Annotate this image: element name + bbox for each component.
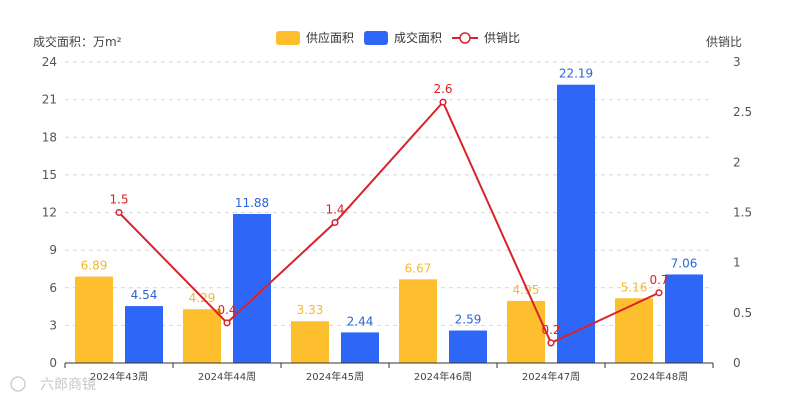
bar-supply [291, 321, 329, 363]
data-label-ratio: 1.5 [109, 193, 128, 207]
legend-swatch [364, 31, 388, 45]
data-label-supply: 6.89 [81, 259, 108, 273]
bar-deal [341, 332, 379, 363]
bar-supply [183, 309, 221, 363]
y-tick-label: 24 [42, 55, 57, 69]
legend-swatch [276, 31, 300, 45]
bar-deal [449, 330, 487, 363]
legend-label: 供销比 [484, 31, 520, 45]
legend-marker-icon [459, 32, 471, 44]
bar-supply [75, 276, 113, 363]
x-tick-label: 2024年44周 [198, 370, 256, 383]
ratio-point [223, 319, 231, 327]
x-tick-label: 2024年43周 [90, 370, 148, 383]
data-label-deal: 7.06 [671, 256, 698, 270]
ratio-line-group: 1.5 0.4 1.4 2.6 0.2 0.7 [109, 82, 669, 347]
y2-tick-label: 3 [733, 55, 741, 69]
y2-tick-label: 2 [733, 155, 741, 169]
x-axis: 2024年43周 2024年44周 2024年45周 2024年46周 2024年47周… [64, 362, 714, 383]
data-label-ratio: 0.7 [649, 273, 668, 287]
legend-item-supply[interactable]: 供应面积 [276, 30, 354, 45]
legend-item-ratio[interactable]: 供销比 [452, 31, 520, 45]
legend-label: 成交面积 [394, 30, 442, 45]
bar-supply [399, 279, 437, 363]
y2-tick-label: 1 [733, 256, 741, 270]
y-tick-label: 6 [49, 281, 57, 295]
y-tick-label: 18 [42, 130, 57, 144]
data-label-deal: 4.54 [131, 288, 158, 302]
data-label-ratio: 0.4 [217, 303, 236, 317]
y-tick-label: 15 [42, 168, 57, 182]
data-label-ratio: 0.2 [541, 323, 560, 337]
y-tick-label: 9 [49, 243, 57, 257]
bar-deal [125, 306, 163, 363]
y-tick-label: 0 [49, 356, 57, 370]
grid-lines [65, 61, 713, 326]
data-label-supply: 5.16 [621, 280, 648, 294]
y2-tick-label: 2.5 [733, 105, 752, 119]
data-label-deal: 22.19 [559, 67, 593, 81]
watermark-logo-icon [10, 376, 26, 392]
data-label-deal: 2.59 [455, 313, 482, 327]
ratio-point [439, 98, 447, 106]
ratio-point [115, 208, 123, 217]
data-label-supply: 4.95 [513, 283, 540, 297]
y-axis-right: 0 0.5 1 1.5 2 2.5 3 [733, 55, 752, 370]
bars-group: 6.894.54 4.2911.883.332.446.672.594.9522.… [75, 67, 703, 364]
legend[interactable]: 供应面积 成交面积 供销比 [276, 30, 520, 45]
y2-tick-label: 0.5 [733, 306, 752, 320]
y-tick-label: 21 [42, 93, 57, 107]
data-label-ratio: 1.4 [325, 203, 344, 217]
data-label-supply: 6.67 [405, 261, 432, 275]
x-tick-label: 2024年48周 [630, 370, 688, 383]
y-tick-label: 3 [49, 318, 57, 332]
ratio-point [655, 289, 663, 297]
data-label-deal: 11.88 [235, 196, 269, 210]
legend-item-deal[interactable]: 成交面积 [364, 30, 442, 45]
data-label-supply: 3.33 [297, 303, 324, 317]
watermark-text: 六郎商镜 [40, 377, 96, 393]
x-tick-label: 2024年47周 [522, 370, 580, 383]
bar-deal [557, 84, 595, 364]
legend-label: 供应面积 [306, 30, 354, 45]
y2-tick-label: 0 [733, 356, 741, 370]
data-label-ratio: 2.6 [433, 82, 452, 96]
bar-deal [665, 274, 703, 363]
x-tick-label: 2024年45周 [306, 370, 364, 383]
data-label-deal: 2.44 [347, 314, 374, 328]
y-axis-right-title: 供销比 [706, 35, 742, 49]
y2-tick-label: 1.5 [733, 206, 752, 220]
bar-supply [507, 300, 545, 363]
ratio-line [118, 100, 660, 345]
ratio-point [547, 339, 555, 347]
x-tick-label: 2024年46周 [414, 370, 472, 383]
bar-supply [615, 298, 653, 363]
ratio-point [331, 218, 339, 227]
y-axis-left-title: 成交面积：万m² [33, 34, 122, 49]
y-tick-label: 12 [42, 206, 57, 220]
watermark: 六郎商镜 [10, 376, 96, 393]
y-axis-left: 0 3 6 9 12 15 18 21 24 [42, 55, 57, 370]
